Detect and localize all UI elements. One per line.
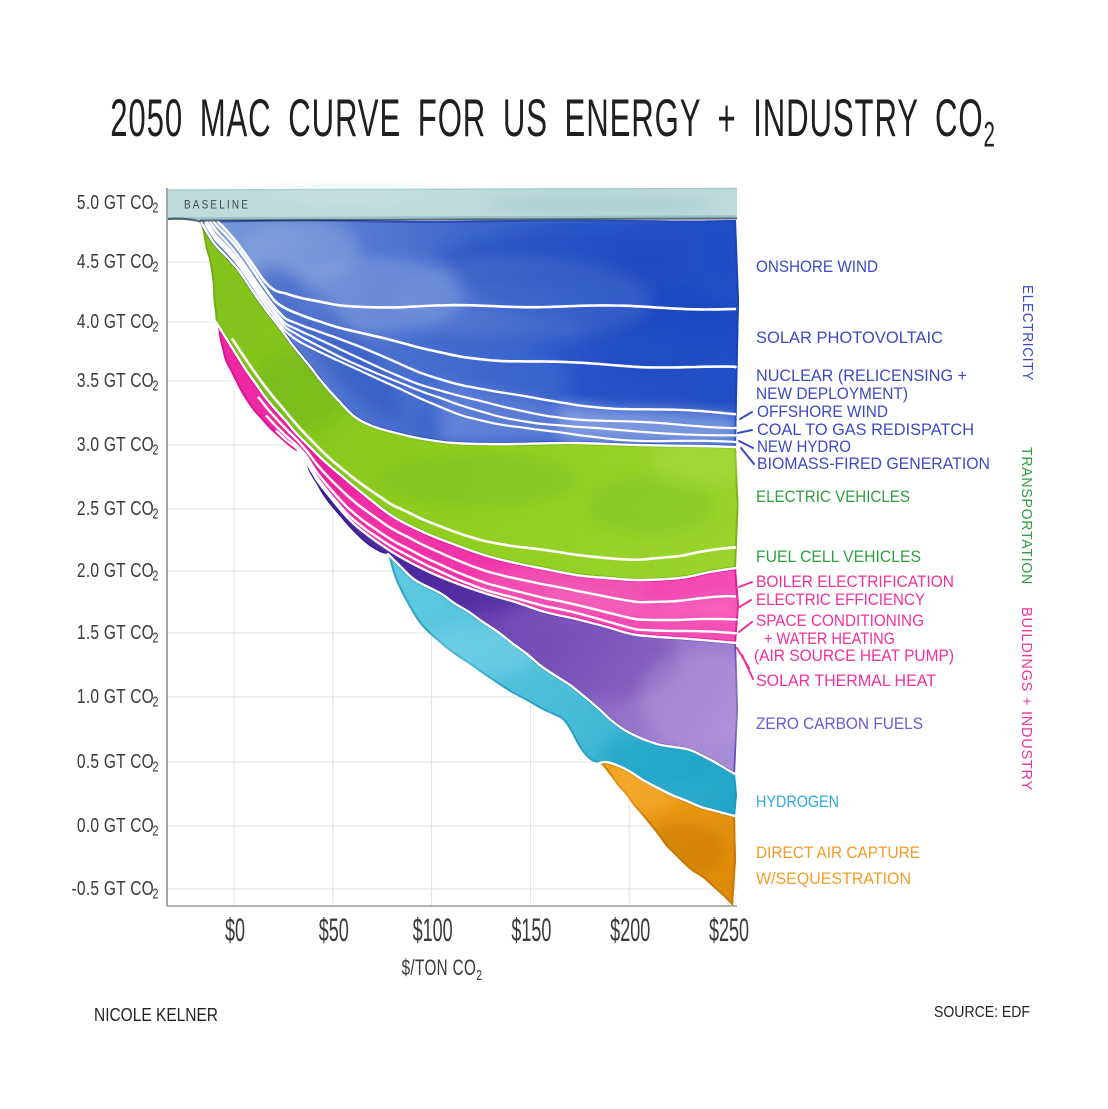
svg-text:(AIR SOURCE HEAT PUMP): (AIR SOURCE HEAT PUMP) — [754, 646, 954, 665]
svg-text:NEW DEPLOYMENT): NEW DEPLOYMENT) — [756, 384, 908, 403]
svg-text:BIOMASS-FIRED GENERATION: BIOMASS-FIRED GENERATION — [757, 454, 990, 473]
svg-text:$/TON CO2: $/TON CO2 — [402, 955, 483, 983]
svg-text:4.0 GT CO: 4.0 GT CO — [77, 310, 154, 332]
svg-text:SOURCE: EDF: SOURCE: EDF — [934, 1004, 1030, 1021]
svg-text:BUILDINGS + INDUSTRY: BUILDINGS + INDUSTRY — [1018, 607, 1035, 791]
svg-text:2: 2 — [152, 822, 158, 839]
svg-text:4.5 GT CO: 4.5 GT CO — [77, 250, 154, 272]
svg-text:2050 MAC CURVE FOR US ENERGY +: 2050 MAC CURVE FOR US ENERGY + INDUSTRY … — [110, 90, 996, 156]
svg-text:-0.5 GT CO: -0.5 GT CO — [72, 877, 154, 899]
svg-text:2.0 GT CO: 2.0 GT CO — [77, 559, 154, 581]
svg-text:2: 2 — [152, 629, 158, 646]
svg-text:FUEL CELL VEHICLES: FUEL CELL VEHICLES — [756, 547, 921, 566]
svg-text:2: 2 — [152, 441, 158, 458]
svg-text:W/SEQUESTRATION: W/SEQUESTRATION — [756, 869, 911, 888]
svg-text:5.0 GT CO: 5.0 GT CO — [77, 191, 154, 213]
svg-text:$150: $150 — [511, 911, 551, 948]
svg-text:2: 2 — [152, 885, 158, 902]
svg-text:2.5 GT CO: 2.5 GT CO — [77, 497, 154, 519]
svg-text:ELECTRIC EFFICIENCY: ELECTRIC EFFICIENCY — [756, 590, 925, 609]
svg-text:ZERO CARBON FUELS: ZERO CARBON FUELS — [756, 714, 923, 733]
svg-text:2: 2 — [152, 199, 158, 216]
svg-text:$250: $250 — [709, 911, 749, 948]
svg-text:ELECTRIC VEHICLES: ELECTRIC VEHICLES — [756, 487, 910, 506]
svg-text:0.5 GT CO: 0.5 GT CO — [77, 750, 154, 772]
svg-text:$200: $200 — [610, 911, 650, 948]
svg-text:SOLAR THERMAL HEAT: SOLAR THERMAL HEAT — [756, 671, 936, 690]
svg-text:2: 2 — [152, 693, 158, 710]
svg-text:BASELINE: BASELINE — [184, 198, 250, 212]
svg-text:2: 2 — [152, 377, 158, 394]
svg-text:0.0 GT CO: 0.0 GT CO — [77, 814, 154, 836]
svg-text:BOILER ELECTRIFICATION: BOILER ELECTRIFICATION — [756, 572, 954, 591]
svg-text:1.0 GT CO: 1.0 GT CO — [77, 685, 154, 707]
svg-text:2: 2 — [152, 318, 158, 335]
svg-text:TRANSPORTATION: TRANSPORTATION — [1018, 447, 1035, 585]
svg-text:SOLAR PHOTOVOLTAIC: SOLAR PHOTOVOLTAIC — [756, 328, 943, 347]
svg-text:$0: $0 — [225, 911, 245, 948]
svg-text:DIRECT AIR CAPTURE: DIRECT AIR CAPTURE — [756, 843, 920, 862]
svg-text:1.5 GT CO: 1.5 GT CO — [77, 621, 154, 643]
svg-text:$100: $100 — [413, 911, 453, 948]
svg-text:3.0 GT CO: 3.0 GT CO — [77, 433, 154, 455]
svg-text:+ WATER HEATING: + WATER HEATING — [764, 629, 895, 648]
svg-text:$50: $50 — [319, 911, 349, 948]
svg-text:SPACE CONDITIONING: SPACE CONDITIONING — [756, 611, 924, 630]
svg-text:2: 2 — [152, 258, 158, 275]
svg-text:2: 2 — [152, 758, 158, 775]
svg-text:COAL TO GAS REDISPATCH: COAL TO GAS REDISPATCH — [757, 420, 974, 439]
svg-text:2: 2 — [152, 505, 158, 522]
svg-text:NICOLE KELNER: NICOLE KELNER — [94, 1005, 218, 1025]
svg-text:ELECTRICITY: ELECTRICITY — [1019, 285, 1036, 381]
svg-text:NUCLEAR (RELICENSING +: NUCLEAR (RELICENSING + — [756, 366, 967, 385]
svg-text:HYDROGEN: HYDROGEN — [756, 792, 839, 811]
svg-text:ONSHORE WIND: ONSHORE WIND — [756, 257, 878, 276]
svg-text:NEW HYDRO: NEW HYDRO — [757, 437, 851, 456]
svg-text:OFFSHORE WIND: OFFSHORE WIND — [757, 402, 888, 421]
svg-text:3.5 GT CO: 3.5 GT CO — [77, 369, 154, 391]
svg-text:2: 2 — [152, 567, 158, 584]
